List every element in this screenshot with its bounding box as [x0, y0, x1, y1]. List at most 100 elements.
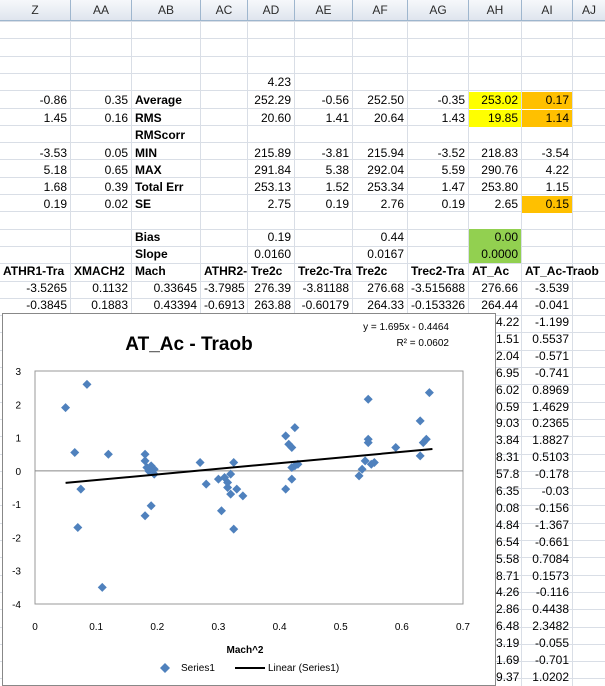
column-header-ac[interactable]: AC [201, 0, 248, 20]
cell-ad-bias[interactable]: 0.19 [267, 230, 291, 244]
cell-ai-min[interactable]: -3.54 [541, 146, 569, 160]
cell-aa-min[interactable]: 0.05 [104, 146, 128, 160]
cell-ah-partial[interactable]: 3.84 [496, 433, 520, 447]
cell-ag-totalerr[interactable]: 1.47 [441, 180, 465, 194]
cell-ah-slope[interactable]: 0.0000 [469, 246, 521, 263]
cell-ai-partial[interactable]: 0.2365 [532, 416, 569, 430]
header-cell-ab[interactable]: Mach [135, 264, 166, 278]
cell-aa-average[interactable]: 0.35 [104, 93, 128, 107]
cell-ad-average[interactable]: 252.29 [254, 93, 291, 107]
cell-ad-max[interactable]: 291.84 [254, 163, 291, 177]
cell-aa-d1[interactable]: 0.1132 [92, 281, 128, 295]
row-label-se[interactable]: SE [135, 197, 152, 211]
row-label-max[interactable]: MAX [135, 163, 162, 177]
cell-ah-partial[interactable]: 6.02 [496, 383, 520, 397]
cell-ag-max[interactable]: 5.59 [441, 163, 465, 177]
cell-ah-partial[interactable]: 4.22 [496, 315, 520, 329]
trendline-r-squared[interactable]: R² = 0.0602 [396, 338, 449, 349]
cell-aa-totalerr[interactable]: 0.39 [104, 180, 128, 194]
column-header-af[interactable]: AF [353, 0, 408, 20]
column-header-aa[interactable]: AA [71, 0, 132, 20]
cell-ae-min[interactable]: -3.81 [321, 146, 349, 160]
cell-aa-max[interactable]: 0.65 [104, 163, 128, 177]
cell-af-max[interactable]: 292.04 [367, 163, 404, 177]
cell-ai-average[interactable]: 0.17 [522, 92, 572, 109]
cell-ai-partial[interactable]: -0.178 [534, 467, 569, 481]
cell-ag-d1[interactable]: -3.515688 [411, 281, 466, 295]
cell-ah-totalerr[interactable]: 253.80 [481, 180, 518, 194]
cell-ae-average[interactable]: -0.56 [321, 93, 349, 107]
cell-ah-partial[interactable]: 9.37 [496, 670, 520, 684]
column-header-ab[interactable]: AB [132, 0, 201, 20]
cell-z-min[interactable]: -3.53 [39, 146, 67, 160]
cell-ab-d2[interactable]: 0.43394 [153, 298, 197, 312]
cell-ah-partial[interactable]: 8.71 [496, 569, 520, 583]
plot-area[interactable] [34, 370, 464, 605]
cell-af-d2[interactable]: 264.33 [367, 298, 404, 312]
cell-ah-partial[interactable]: 0.08 [496, 501, 520, 515]
cell-ai-rms[interactable]: 1.14 [522, 110, 572, 127]
cell-ah-partial[interactable]: 4.26 [496, 585, 520, 599]
cell-ai-partial[interactable]: -0.741 [534, 366, 569, 380]
cell-ad-d2[interactable]: 263.88 [254, 298, 291, 312]
cell-ae-totalerr[interactable]: 1.52 [325, 180, 349, 194]
cell-ag-average[interactable]: -0.35 [437, 93, 465, 107]
cell-ah-partial[interactable]: 9.03 [496, 416, 520, 430]
cell-ad-d1[interactable]: 276.39 [254, 281, 291, 295]
x-axis-label[interactable]: Mach^2 [227, 645, 264, 656]
cell-z-rms[interactable]: 1.45 [43, 111, 67, 125]
cell-ah-d1[interactable]: 276.66 [481, 281, 518, 295]
cell-z-d1[interactable]: -3.5265 [26, 281, 67, 295]
cell-ah-rms[interactable]: 19.85 [469, 110, 521, 127]
cell-af-rms[interactable]: 20.64 [373, 111, 404, 125]
cell-ai-partial[interactable]: 0.5103 [532, 450, 569, 464]
cell-ai-partial[interactable]: 0.1573 [532, 569, 569, 583]
cell-af-d1[interactable]: 276.68 [367, 281, 404, 295]
header-cell-aa[interactable]: XMACH2 [74, 264, 125, 278]
cell-ae-rms[interactable]: 1.41 [325, 111, 349, 125]
cell-ah-partial[interactable]: 6.48 [496, 619, 520, 633]
cell-z-d2[interactable]: -0.3845 [26, 298, 67, 312]
cell-af-bias[interactable]: 0.44 [380, 230, 404, 244]
cell-af-se[interactable]: 2.76 [380, 197, 404, 211]
legend[interactable]: Series1 Linear (Series1) [160, 663, 339, 674]
cell-ai-partial[interactable]: 0.7084 [532, 552, 569, 566]
cell-ah-d2[interactable]: 264.44 [481, 298, 518, 312]
column-header-aj[interactable]: AJ [573, 0, 605, 20]
row-label-bias[interactable]: Bias [135, 230, 161, 244]
cell-ah-partial[interactable]: 6.35 [496, 484, 520, 498]
cell-ai-partial[interactable]: -0.03 [541, 484, 569, 498]
cell-ai-partial[interactable]: 0.8969 [532, 383, 569, 397]
cell-ah-partial[interactable]: 2.86 [496, 602, 520, 616]
cell-ah-partial[interactable]: 3.19 [496, 636, 520, 650]
column-header-ae[interactable]: AE [295, 0, 353, 20]
header-cell-ae[interactable]: Tre2c-Tra [298, 264, 352, 278]
cell-ag-rms[interactable]: 1.43 [441, 111, 465, 125]
cell-aa-se[interactable]: 0.02 [104, 197, 128, 211]
cell-ai-partial[interactable]: 0.5537 [532, 332, 569, 346]
cell-ai-d2[interactable]: -0.041 [534, 298, 569, 312]
cell-ad-min[interactable]: 215.89 [254, 146, 291, 160]
cell-ad-r1[interactable]: 4.23 [267, 75, 291, 89]
cell-ah-se[interactable]: 2.65 [494, 197, 518, 211]
cell-ad-rms[interactable]: 20.60 [260, 111, 291, 125]
row-label-rms[interactable]: RMS [135, 111, 162, 125]
row-label-average[interactable]: Average [135, 93, 182, 107]
cell-ah-partial[interactable]: 5.58 [496, 552, 520, 566]
cell-ah-partial[interactable]: 4.84 [496, 518, 520, 532]
row-label-min[interactable]: MIN [135, 146, 157, 160]
cell-z-se[interactable]: 0.19 [43, 197, 67, 211]
cell-af-slope[interactable]: 0.0167 [367, 247, 404, 261]
data-series[interactable] [61, 379, 434, 592]
cell-aa-rms[interactable]: 0.16 [104, 111, 128, 125]
cell-ah-max[interactable]: 290.76 [481, 163, 518, 177]
cell-z-average[interactable]: -0.86 [39, 93, 67, 107]
scatter-chart[interactable]: AT_Ac - Traob y = 1.695x - 0.4464 R² = 0… [2, 313, 496, 686]
header-cell-ad[interactable]: Tre2c [251, 264, 283, 278]
cell-z-totalerr[interactable]: 1.68 [43, 180, 67, 194]
cell-ai-partial[interactable]: -0.116 [535, 585, 569, 599]
cell-ad-totalerr[interactable]: 253.13 [254, 180, 291, 194]
column-header-z[interactable]: Z [0, 0, 71, 20]
cell-ah-partial[interactable]: 57.8 [496, 467, 520, 481]
cell-ag-d2[interactable]: -0.153326 [411, 298, 466, 312]
